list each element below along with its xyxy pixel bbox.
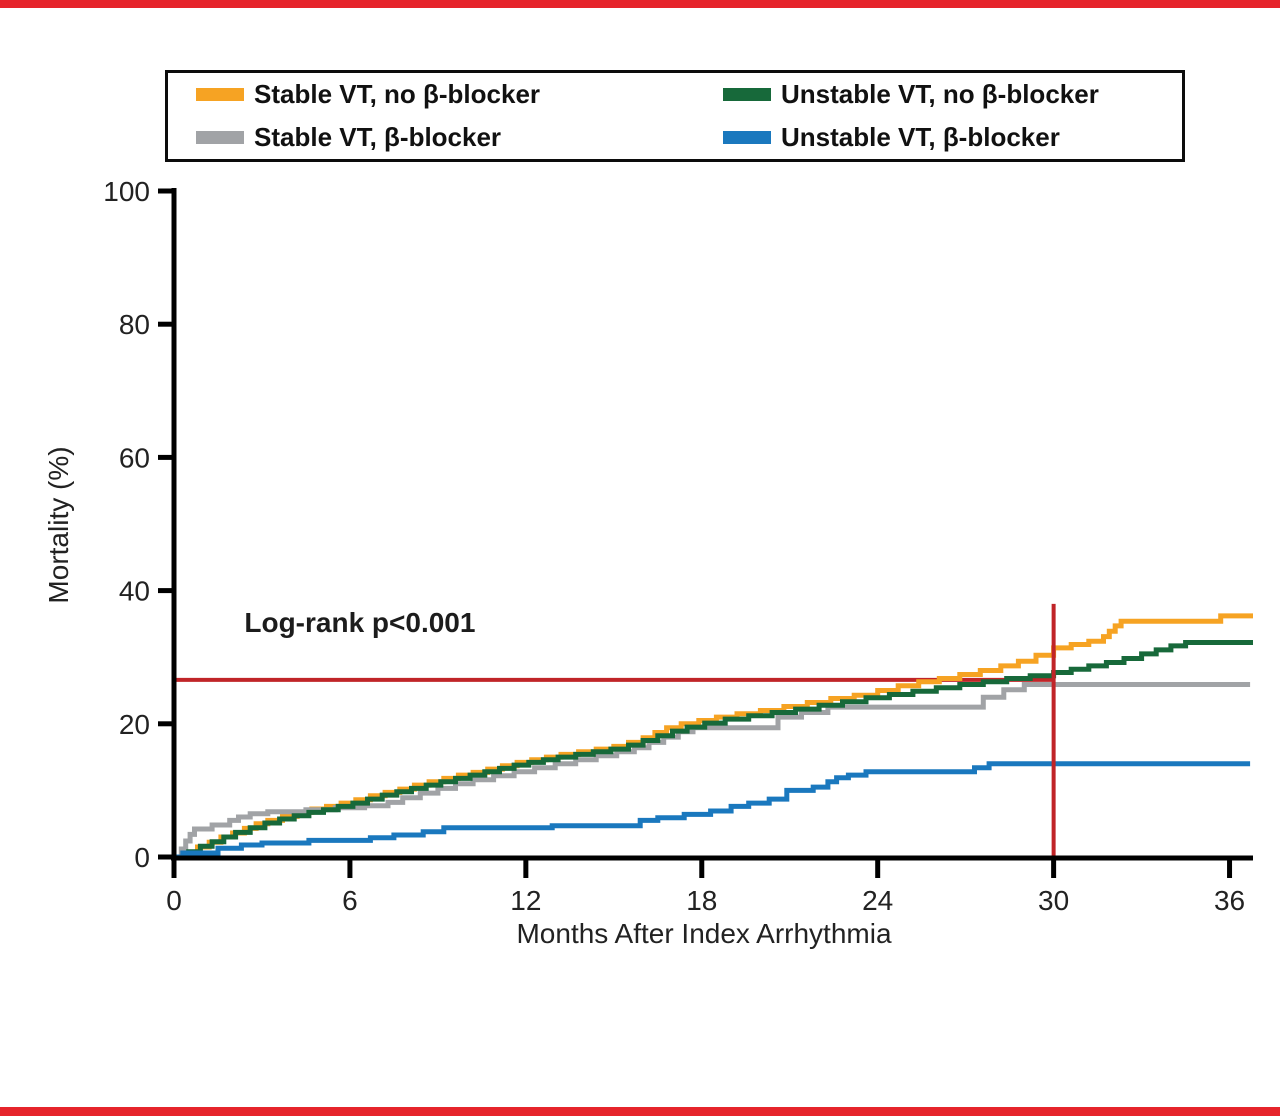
log-rank-annotation: Log-rank p<0.001 bbox=[244, 606, 476, 638]
y-tick-label: 80 bbox=[119, 309, 150, 340]
x-tick-label: 12 bbox=[510, 885, 541, 916]
legend-item-unstable-vt-no-bblocker: Unstable VT, no β-blocker bbox=[695, 79, 1182, 110]
x-tick-label: 0 bbox=[166, 885, 182, 916]
y-tick-label: 100 bbox=[103, 176, 150, 207]
legend-swatch-unstable-vt-bblocker-icon bbox=[723, 131, 771, 144]
legend-label-stable-vt-no-bblocker: Stable VT, no β-blocker bbox=[254, 79, 541, 109]
legend-label-unstable-vt-no-bblocker: Unstable VT, no β-blocker bbox=[781, 79, 1099, 109]
legend-item-unstable-vt-bblocker: Unstable VT, β-blocker bbox=[695, 122, 1182, 153]
x-axis-title: Months After Index Arrhythmia bbox=[516, 918, 892, 949]
y-tick-label: 60 bbox=[119, 442, 150, 473]
bottom-border-rule bbox=[0, 1107, 1280, 1116]
y-tick-label: 0 bbox=[134, 842, 150, 873]
y-axis-title: Mortality (%) bbox=[43, 446, 74, 604]
curve-stable_vt_no_bblocker bbox=[174, 613, 1253, 860]
legend-swatch-stable-vt-bblocker-icon bbox=[196, 131, 244, 144]
legend-item-stable-vt-bblocker: Stable VT, β-blocker bbox=[168, 122, 695, 153]
y-tick-label: 40 bbox=[119, 576, 150, 607]
curve-stable_vt_bblocker bbox=[174, 682, 1251, 860]
x-tick-label: 6 bbox=[342, 885, 358, 916]
x-tick-label: 30 bbox=[1038, 885, 1069, 916]
legend-swatch-unstable-vt-no-bblocker-icon bbox=[723, 88, 771, 101]
legend: Stable VT, no β-blocker Unstable VT, no … bbox=[165, 70, 1185, 162]
x-tick-label: 24 bbox=[862, 885, 893, 916]
legend-item-stable-vt-no-bblocker: Stable VT, no β-blocker bbox=[168, 79, 695, 110]
legend-label-unstable-vt-bblocker: Unstable VT, β-blocker bbox=[781, 122, 1060, 152]
x-tick-label: 18 bbox=[686, 885, 717, 916]
curve-unstable_vt_no_bblocker bbox=[174, 640, 1253, 860]
curve-unstable_vt_bblocker bbox=[174, 761, 1251, 860]
y-tick-label: 20 bbox=[119, 709, 150, 740]
top-border-rule bbox=[0, 0, 1280, 8]
legend-label-stable-vt-bblocker: Stable VT, β-blocker bbox=[254, 122, 502, 152]
legend-swatch-stable-vt-no-bblocker-icon bbox=[196, 88, 244, 101]
x-tick-label: 36 bbox=[1214, 885, 1245, 916]
